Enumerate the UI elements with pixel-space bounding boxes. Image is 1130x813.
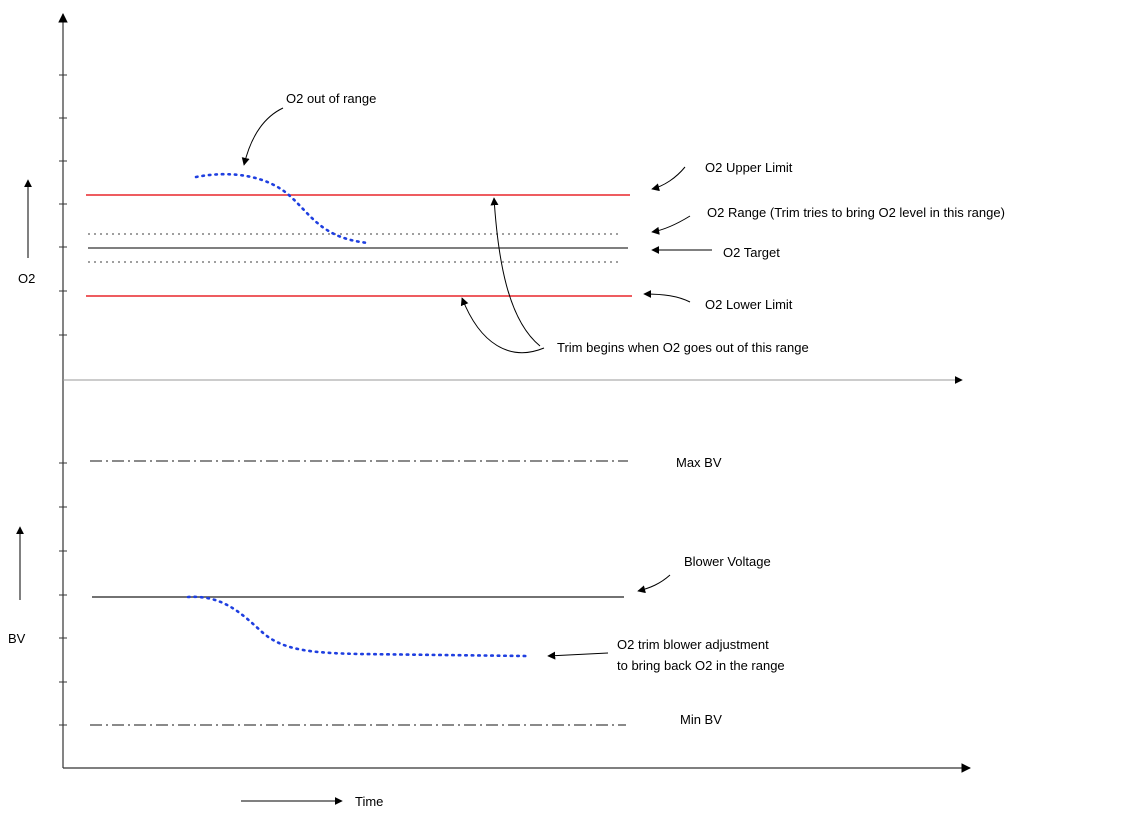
time-label: Time [355, 794, 383, 809]
y-axis-ticks [59, 74, 67, 726]
trim-begins-label: Trim begins when O2 goes out of this ran… [557, 340, 809, 355]
blower-voltage-arrow [637, 574, 671, 594]
o2-upper-limit-arrow [651, 166, 686, 192]
o2-out-of-range-curve [194, 172, 370, 245]
o2-lower-limit-label: O2 Lower Limit [705, 297, 793, 312]
o2-out-of-range-arrow [241, 107, 284, 166]
o2-out-of-range-label: O2 out of range [286, 91, 376, 106]
o2-upper-limit-label: O2 Upper Limit [705, 160, 793, 175]
o2-lower-limit-arrow [643, 290, 691, 303]
trim-adjustment-arrow [547, 651, 609, 660]
trim-blower-adjustment-curve [186, 595, 528, 658]
trim-begins-arrow-upper [490, 197, 541, 347]
trim-adjustment-label-line2: to bring back O2 in the range [617, 658, 785, 673]
trim-begins-arrow-lower [460, 297, 545, 354]
o2-range-arrow [651, 215, 691, 235]
bv-axis-label: BV [8, 631, 26, 646]
max-bv-label: Max BV [676, 455, 722, 470]
o2-axis-label: O2 [18, 271, 35, 286]
o2-range-label: O2 Range (Trim tries to bring O2 level i… [707, 205, 1005, 220]
trim-adjustment-label-line1: O2 trim blower adjustment [617, 637, 769, 652]
min-bv-label: Min BV [680, 712, 722, 727]
blower-voltage-label: Blower Voltage [684, 554, 771, 569]
o2-target-label: O2 Target [723, 245, 780, 260]
